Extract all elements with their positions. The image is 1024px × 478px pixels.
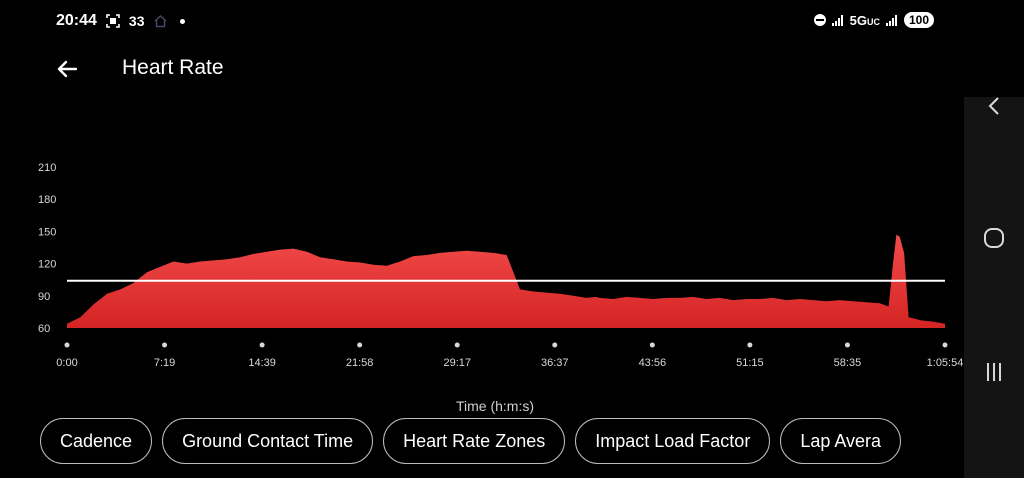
x-tick-label: 21:58 [346, 357, 374, 369]
x-axis: 0:00 7:19 14:39 21:58 29:17 36:37 43:56 51:15 58… [56, 342, 964, 369]
y-tick-label: 120 [38, 259, 56, 271]
heart-rate-chart[interactable]: 60 90 120 150 180 210 0:00 7:19 14:39 21:58 29:17… [0, 150, 964, 385]
nav-home-button[interactable] [979, 223, 1009, 253]
notification-count: 33 [128, 13, 145, 29]
x-tick-label: 58:35 [834, 357, 862, 369]
signal-icon [831, 14, 843, 26]
back-button[interactable] [52, 54, 82, 84]
status-bar: 20:44 33 5GUC 100 [0, 0, 964, 44]
system-nav-bar [964, 97, 1024, 478]
battery-level: 100 [903, 12, 934, 28]
nav-back-button[interactable] [979, 91, 1009, 121]
x-tick-label: 51:15 [736, 357, 764, 369]
x-tick-mark [649, 342, 655, 348]
signal-icon-2 [885, 14, 897, 26]
y-tick-label: 90 [38, 291, 50, 303]
do-not-disturb-icon [813, 14, 826, 26]
chip-impact-load-factor[interactable]: Impact Load Factor [575, 418, 771, 464]
x-tick-mark [259, 342, 265, 348]
x-tick-mark [454, 342, 460, 348]
recents-icon [987, 363, 1001, 381]
x-axis-title: Time (h:m:s) [455, 398, 535, 414]
y-tick-label: 180 [38, 194, 56, 206]
x-tick-label: 36:37 [541, 357, 569, 369]
y-axis: 60 90 120 150 180 210 [38, 162, 56, 335]
chip-heart-rate-zones[interactable]: Heart Rate Zones [383, 418, 566, 464]
x-tick-mark [942, 342, 948, 348]
status-time: 20:44 [56, 12, 97, 29]
network-type: 5GUC [849, 12, 880, 28]
home-icon [154, 15, 166, 28]
x-tick-mark [844, 342, 850, 348]
x-tick-mark [162, 342, 168, 348]
arrow-left-icon [57, 60, 78, 78]
nav-recents-button[interactable] [979, 357, 1009, 387]
x-tick-label: 7:19 [154, 357, 175, 369]
chevron-left-icon [988, 97, 999, 115]
y-tick-label: 60 [38, 323, 50, 335]
x-tick-mark [552, 342, 558, 348]
x-tick-label: 14:39 [248, 357, 276, 369]
x-tick-mark [357, 342, 363, 348]
x-tick-mark [747, 342, 753, 348]
circle-home-icon [984, 228, 1004, 248]
metric-chip-row: Cadence Ground Contact Time Heart Rate Z… [40, 418, 964, 468]
chip-ground-contact-time[interactable]: Ground Contact Time [162, 418, 374, 464]
chip-lap-averages[interactable]: Lap Avera [780, 418, 902, 464]
x-tick-label: 0:00 [56, 357, 77, 369]
page-title: Heart Rate [122, 56, 224, 79]
y-tick-label: 210 [38, 162, 56, 174]
app-bar: Heart Rate [0, 44, 964, 94]
dot-icon [179, 18, 185, 24]
x-tick-label: 29:17 [443, 357, 471, 369]
x-tick-label: 1:05:54 [927, 357, 964, 369]
x-tick-mark [64, 342, 70, 348]
y-tick-label: 150 [38, 226, 56, 238]
x-tick-label: 43:56 [639, 357, 667, 369]
chip-cadence[interactable]: Cadence [40, 418, 153, 464]
screenshot-icon [106, 14, 120, 28]
